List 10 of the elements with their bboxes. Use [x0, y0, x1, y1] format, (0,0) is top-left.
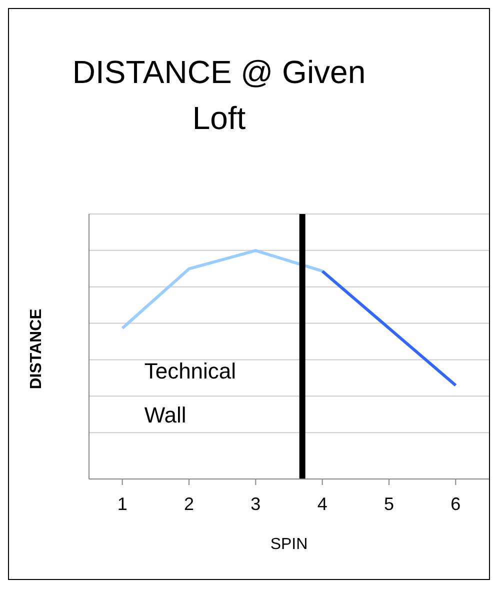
x-axis-title: SPIN [270, 536, 308, 553]
x-tick-label: 2 [184, 494, 194, 514]
x-tick-label: 6 [450, 494, 461, 514]
x-tick-label: 3 [250, 494, 261, 514]
x-tick-label: 5 [384, 494, 394, 514]
ref-line-label: Technical Wall [144, 358, 236, 428]
x-tick-label: 1 [117, 494, 128, 514]
x-tick-label: 4 [317, 494, 328, 514]
y-axis-title: DISTANCE [28, 308, 46, 390]
chart-title: DISTANCE @ Given Loft [71, 53, 367, 138]
